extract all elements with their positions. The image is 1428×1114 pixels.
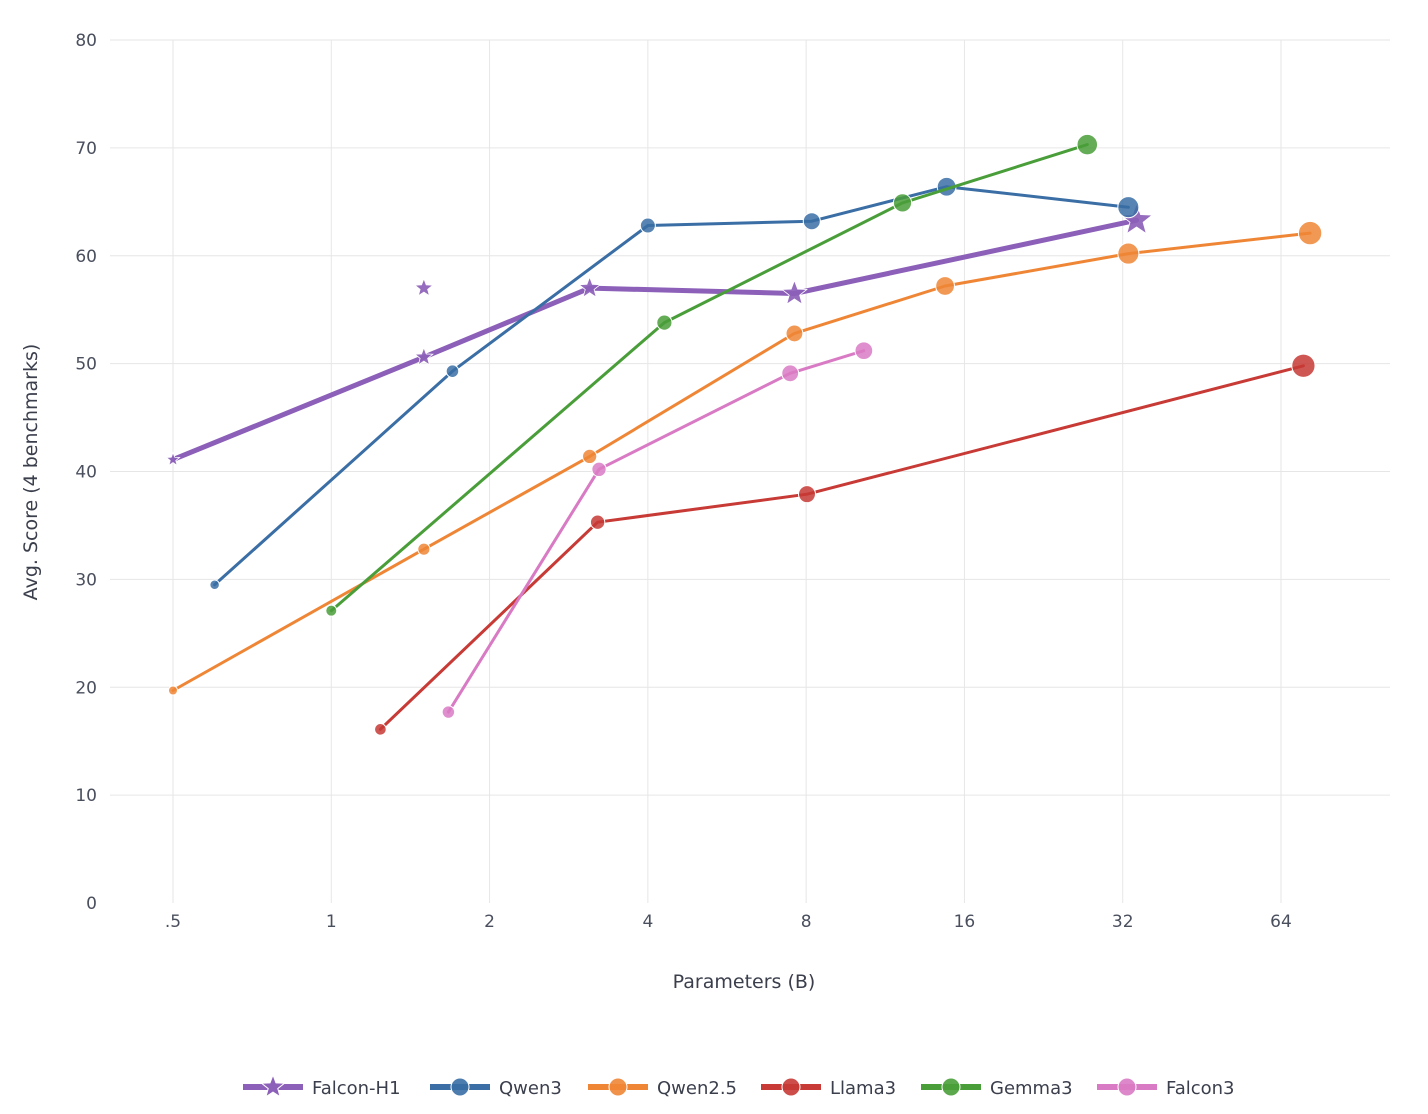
data-point (582, 448, 598, 465)
data-point (589, 514, 606, 530)
x-tick-label: 2 (484, 912, 495, 932)
x-tick-label: 1 (326, 912, 337, 932)
legend-item: Gemma3 (921, 1077, 1073, 1099)
series-line (446, 349, 866, 714)
axes: 0 10 20 30 40 50 60 70 80 .5 1 2 4 8 16 32 64 (75, 31, 1291, 932)
legend-item: Falcon-H1 (243, 1073, 401, 1099)
y-tick-label: 50 (75, 355, 97, 375)
data-point (374, 723, 387, 736)
legend-marker (941, 1077, 961, 1097)
data-point (1117, 242, 1140, 265)
legend-marker (781, 1077, 801, 1097)
data-point (797, 485, 817, 504)
data-point (1291, 353, 1316, 378)
data-point (802, 212, 821, 231)
series-line (171, 231, 1312, 692)
legend-label: Gemma3 (990, 1078, 1073, 1099)
data-point (578, 275, 602, 298)
data-point (417, 542, 431, 556)
y-tick-label: 30 (75, 570, 97, 590)
series-line (329, 143, 1089, 613)
y-tick-label: 20 (75, 678, 97, 698)
data-point (935, 276, 955, 296)
series-qwen2-5 (168, 220, 1323, 696)
x-axis-title: Parameters (B) (673, 971, 816, 993)
data-point (785, 324, 804, 343)
series-falcon-h1 (165, 202, 1154, 467)
y-axis-title: Avg. Score (4 benchmarks) (20, 344, 42, 601)
legend-marker (260, 1073, 286, 1098)
legend-marker (608, 1077, 628, 1097)
data-point (1076, 133, 1099, 156)
data-point (413, 277, 434, 297)
series-gemma3 (325, 133, 1099, 617)
data-point (781, 364, 800, 383)
data-point (1117, 196, 1140, 219)
legend-label: Llama3 (830, 1078, 896, 1099)
data-point (441, 705, 456, 719)
legend-marker (1117, 1077, 1137, 1097)
x-tick-label: 64 (1270, 912, 1292, 932)
series-qwen3 (209, 176, 1140, 591)
y-tick-label: 0 (86, 894, 97, 914)
x-tick-label: .5 (165, 912, 181, 932)
series-line (213, 185, 1130, 587)
y-tick-label: 40 (75, 463, 97, 483)
x-tick-label: 32 (1112, 912, 1134, 932)
plot-area (165, 133, 1323, 736)
legend-label: Falcon3 (1166, 1078, 1235, 1099)
legend-item: Qwen3 (430, 1077, 562, 1099)
x-tick-label: 16 (954, 912, 976, 932)
series-llama3 (374, 353, 1316, 736)
legend-item: Qwen2.5 (588, 1077, 737, 1099)
data-point (854, 341, 874, 361)
y-tick-label: 80 (75, 31, 97, 51)
x-tick-label: 8 (801, 912, 812, 932)
data-point (325, 604, 338, 617)
data-point (445, 364, 460, 378)
y-tick-label: 60 (75, 247, 97, 267)
legend-item: Llama3 (761, 1077, 896, 1099)
series-falcon3 (441, 341, 874, 719)
legend-label: Qwen3 (499, 1078, 562, 1099)
legend-label: Falcon-H1 (312, 1078, 401, 1099)
legend-item: Falcon3 (1097, 1077, 1235, 1099)
legend-marker (450, 1077, 470, 1097)
grid (110, 39, 1390, 903)
data-point (209, 579, 220, 591)
data-point (591, 461, 607, 478)
x-tick-label: 4 (642, 912, 653, 932)
data-point (656, 314, 673, 331)
y-tick-label: 10 (75, 786, 97, 806)
y-tick-label: 70 (75, 139, 97, 159)
data-point (892, 193, 913, 213)
data-point (1297, 220, 1323, 246)
data-point (165, 451, 181, 467)
data-point (413, 346, 434, 366)
data-point (780, 279, 808, 305)
data-point (168, 685, 178, 696)
data-point (639, 217, 656, 234)
series-line (378, 364, 1305, 731)
legend: Falcon-H1 Qwen3 Qwen2.5 Llama3 Gemma3 Falcon3 (243, 1073, 1235, 1099)
legend-label: Qwen2.5 (657, 1078, 737, 1099)
